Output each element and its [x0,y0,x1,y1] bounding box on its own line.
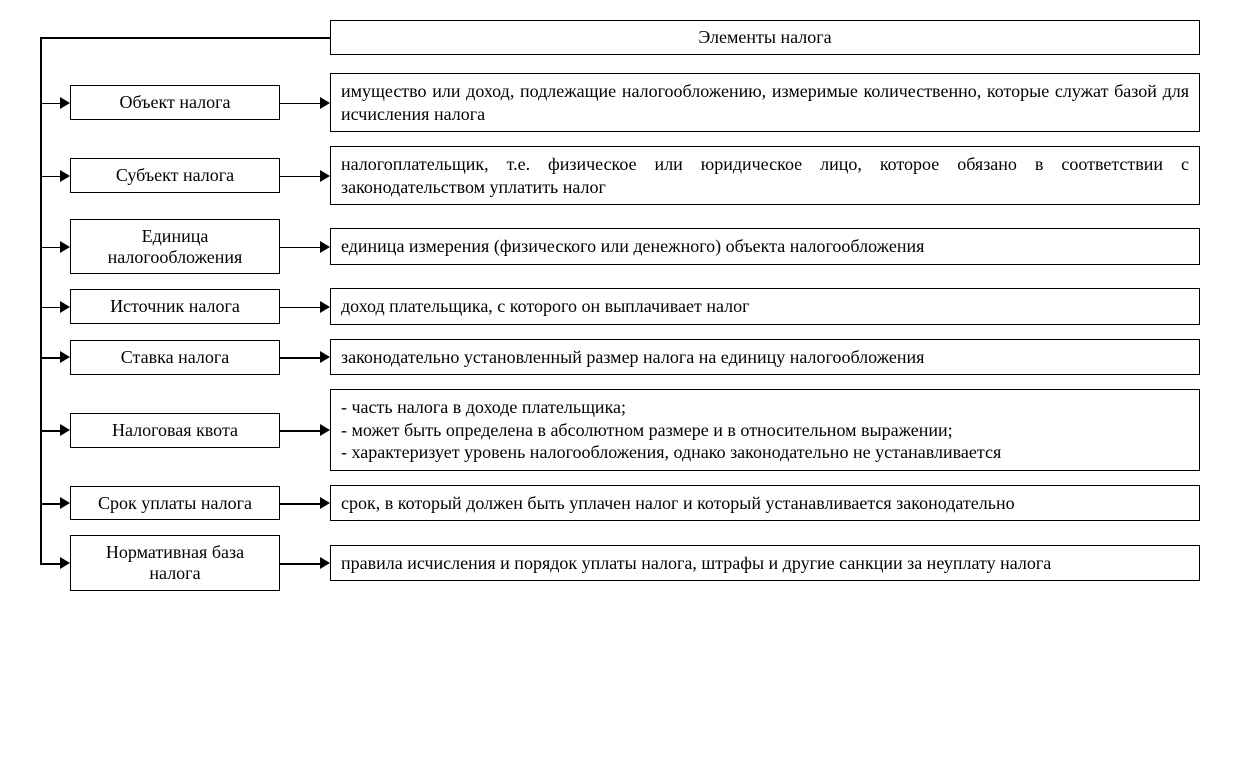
label-to-desc-connector [280,175,330,176]
arrow-icon [320,351,330,363]
label-to-desc-connector [280,102,330,103]
arrow-icon [320,97,330,109]
element-description-line: - характеризует уровень налогообложения,… [341,442,1001,462]
element-label-box: Срок уплаты налога [70,486,280,521]
connector-line [280,503,322,505]
element-description-line: законодательно установленный размер нало… [341,347,924,367]
connector-line [280,103,322,105]
element-description-box: налогоплательщик, т.е. физическое или юр… [330,146,1200,205]
spine-to-label-line [40,503,62,505]
spine-to-label-line [40,247,62,249]
element-description-box: имущество или доход, подлежащие налогооб… [330,73,1200,132]
element-description-line: имущество или доход, подлежащие налогооб… [341,81,1189,124]
element-description-box: доход плательщика, с которого он выплачи… [330,288,1200,325]
connector-line [280,176,322,178]
arrow-icon [320,424,330,436]
arrow-icon [60,170,70,182]
connector-line [280,307,322,309]
connector-line [280,357,322,359]
label-to-desc-connector [280,563,330,564]
element-label-box: Источник налога [70,289,280,324]
label-to-desc-connector [280,306,330,307]
element-label: Налоговая квота [112,420,238,441]
element-description-line: единица измерения (физического или денеж… [341,236,924,256]
diagram-row: Субъект налога налогоплательщик, т.е. физ… [20,146,1220,205]
title-connector-line [40,37,330,39]
diagram-row: Нормативная база налога правила исчислени… [20,535,1220,590]
element-label: Срок уплаты налога [98,493,252,514]
diagram-row: Единица налогообложения единица измерения… [20,219,1220,274]
diagram-title: Элементы налога [698,27,831,47]
label-to-desc-connector [280,246,330,247]
connector-line [280,563,322,565]
element-label: Нормативная база налога [79,542,271,583]
arrow-icon [320,557,330,569]
label-to-desc-connector [280,503,330,504]
element-description-line: - часть налога в доходе плательщика; [341,397,626,417]
element-description-box: законодательно установленный размер нало… [330,339,1200,376]
element-description-line: - может быть определена в абсолютном раз… [341,420,953,440]
element-description-box: срок, в который должен быть уплачен нало… [330,485,1200,522]
element-label-box: Ставка налога [70,340,280,375]
element-description-box: правила исчисления и порядок уплаты нало… [330,545,1200,582]
arrow-icon [60,497,70,509]
arrow-icon [60,97,70,109]
element-label: Субъект налога [116,165,234,186]
element-description-line: доход плательщика, с которого он выплачи… [341,296,750,316]
element-label: Источник налога [110,296,240,317]
arrow-icon [320,301,330,313]
spine-to-label-line [40,357,62,359]
arrow-icon [320,170,330,182]
label-to-desc-connector [280,357,330,358]
element-description-line: налогоплательщик, т.е. физическое или юр… [341,154,1189,197]
diagram-row: Ставка налога законодательно установленны… [20,339,1220,376]
element-label: Единица налогообложения [79,226,271,267]
diagram-row: Налоговая квота - часть налога в доходе п… [20,389,1220,471]
spine-to-label-line [40,176,62,178]
tax-elements-diagram: Элементы налога Объект налога имущество и… [20,20,1220,591]
diagram-row: Источник налога доход плательщика, с кото… [20,288,1220,325]
connector-line [280,247,322,249]
element-label-box: Налоговая квота [70,413,280,448]
arrow-icon [60,301,70,313]
element-label-box: Субъект налога [70,158,280,193]
element-description-box: единица измерения (физического или денеж… [330,228,1200,265]
element-label-box: Объект налога [70,85,280,120]
diagram-title-box: Элементы налога [330,20,1200,55]
arrow-icon [320,497,330,509]
spine-to-label-line [40,103,62,105]
arrow-icon [60,241,70,253]
element-label-box: Нормативная база налога [70,535,280,590]
diagram-rows: Объект налога имущество или доход, подлеж… [20,73,1220,591]
arrow-icon [60,424,70,436]
arrow-icon [60,351,70,363]
element-label: Ставка налога [121,347,229,368]
diagram-row: Объект налога имущество или доход, подлеж… [20,73,1220,132]
spine-to-label-line [40,563,62,565]
connector-line [280,430,322,432]
label-to-desc-connector [280,430,330,431]
element-description-box: - часть налога в доходе плательщика; - мо… [330,389,1200,471]
diagram-row: Срок уплаты налога срок, в который должен… [20,485,1220,522]
spine-to-label-line [40,307,62,309]
element-label-box: Единица налогообложения [70,219,280,274]
arrow-icon [60,557,70,569]
spine-to-label-line [40,430,62,432]
element-label: Объект налога [119,92,230,113]
arrow-icon [320,241,330,253]
element-description-line: срок, в который должен быть уплачен нало… [341,493,1015,513]
element-description-line: правила исчисления и порядок уплаты нало… [341,553,1051,573]
